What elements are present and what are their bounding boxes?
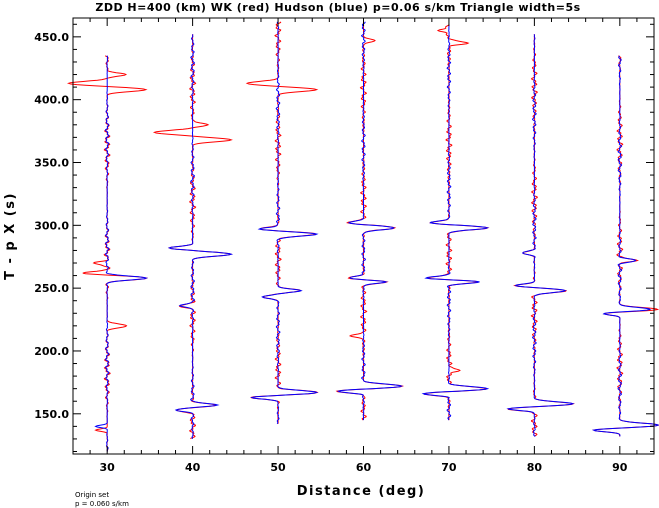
hudson-trace	[336, 21, 404, 421]
traces-layer	[66, 21, 659, 452]
y-tick-label: 250.0	[34, 282, 69, 295]
y-tick-label: 200.0	[34, 345, 69, 358]
wk-trace	[245, 21, 319, 424]
x-tick-label: 30	[100, 461, 116, 474]
hudson-trace	[421, 24, 490, 421]
x-tick-label: 40	[185, 461, 201, 474]
wk-trace	[507, 34, 575, 437]
x-tick-label: 70	[441, 461, 457, 474]
x-tick-label: 80	[527, 461, 543, 474]
y-axis-title: T - p X (s)	[3, 192, 18, 280]
hudson-trace	[506, 34, 575, 437]
x-axis-title: Distance (deg)	[297, 484, 426, 499]
hudson-trace	[250, 21, 319, 425]
wk-trace	[335, 21, 405, 421]
y-tick-label: 150.0	[34, 408, 69, 421]
hudson-trace	[591, 55, 659, 437]
footnote-origin: Origin set	[75, 491, 109, 499]
axis-ticks: 30 40 50 60 70 80 90 150.0 200.0 250.0 300.0 350.0 4…	[34, 18, 655, 474]
wk-trace	[592, 55, 659, 437]
x-tick-label: 60	[356, 461, 372, 474]
hudson-trace	[167, 34, 234, 440]
y-tick-label: 350.0	[34, 156, 69, 169]
x-tick-label: 90	[612, 461, 628, 474]
x-tick-label: 50	[270, 461, 286, 474]
chart-title: ZDD H=400 (km) WK (red) Hudson (blue) p=…	[95, 1, 580, 14]
hudson-trace	[94, 55, 149, 452]
y-tick-label: 400.0	[34, 94, 69, 107]
y-tick-label: 300.0	[34, 219, 69, 232]
footnote-slowness: p = 0.060 s/km	[75, 500, 129, 508]
y-tick-label: 450.0	[34, 31, 69, 44]
